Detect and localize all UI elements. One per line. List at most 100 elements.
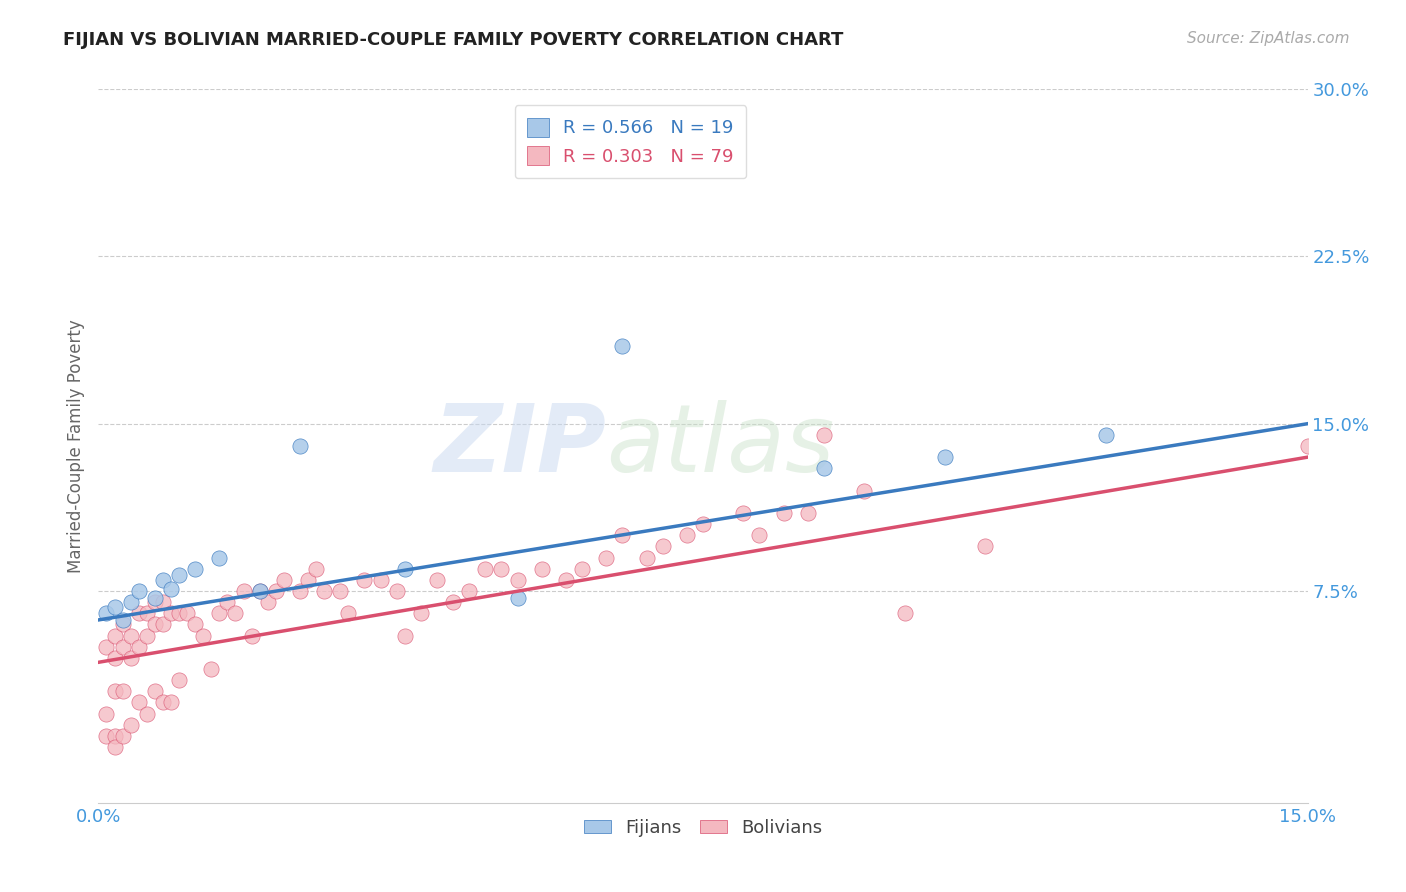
Text: Source: ZipAtlas.com: Source: ZipAtlas.com xyxy=(1187,31,1350,46)
Point xyxy=(143,684,166,698)
Point xyxy=(176,607,198,621)
Text: atlas: atlas xyxy=(606,401,835,491)
Point xyxy=(288,583,311,598)
Point xyxy=(232,583,254,598)
Point xyxy=(329,583,352,598)
Point xyxy=(249,583,271,598)
Point xyxy=(426,573,449,587)
Point xyxy=(96,640,118,654)
Y-axis label: Married-Couple Family Poverty: Married-Couple Family Poverty xyxy=(66,319,84,573)
Text: FIJIAN VS BOLIVIAN MARRIED-COUPLE FAMILY POVERTY CORRELATION CHART: FIJIAN VS BOLIVIAN MARRIED-COUPLE FAMILY… xyxy=(63,31,844,49)
Point xyxy=(474,562,496,576)
Point xyxy=(240,628,263,642)
Point xyxy=(385,583,408,598)
Point xyxy=(167,607,190,621)
Point xyxy=(143,595,166,609)
Point xyxy=(160,607,183,621)
Point xyxy=(103,740,125,755)
Point xyxy=(1095,428,1118,442)
Point xyxy=(96,607,118,621)
Point xyxy=(409,607,432,621)
Point xyxy=(120,651,142,665)
Point xyxy=(692,516,714,531)
Point xyxy=(314,583,336,598)
Point xyxy=(152,595,174,609)
Point xyxy=(208,550,231,565)
Point xyxy=(555,573,578,587)
Point xyxy=(974,539,997,553)
Point xyxy=(264,583,287,598)
Point xyxy=(103,651,125,665)
Point xyxy=(748,528,770,542)
Point xyxy=(288,439,311,453)
Point xyxy=(135,706,157,721)
Point xyxy=(167,673,190,687)
Point xyxy=(120,717,142,731)
Point xyxy=(128,640,150,654)
Point xyxy=(224,607,246,621)
Text: ZIP: ZIP xyxy=(433,400,606,492)
Point xyxy=(143,591,166,605)
Point xyxy=(167,568,190,582)
Point xyxy=(394,628,416,642)
Point xyxy=(152,573,174,587)
Point xyxy=(636,550,658,565)
Point xyxy=(612,528,634,542)
Point xyxy=(96,729,118,743)
Point xyxy=(184,562,207,576)
Point xyxy=(103,684,125,698)
Point xyxy=(297,573,319,587)
Point xyxy=(217,595,239,609)
Point xyxy=(111,640,134,654)
Point xyxy=(160,696,183,710)
Point xyxy=(208,607,231,621)
Point xyxy=(120,628,142,642)
Point xyxy=(111,617,134,632)
Point xyxy=(813,428,835,442)
Point xyxy=(370,573,392,587)
Point xyxy=(595,550,617,565)
Point xyxy=(184,617,207,632)
Point xyxy=(120,595,142,609)
Point xyxy=(128,607,150,621)
Point xyxy=(530,562,553,576)
Legend: Fijians, Bolivians: Fijians, Bolivians xyxy=(576,812,830,844)
Point xyxy=(111,684,134,698)
Point xyxy=(128,696,150,710)
Point xyxy=(256,595,278,609)
Point xyxy=(273,573,295,587)
Point xyxy=(135,628,157,642)
Point xyxy=(797,506,820,520)
Point xyxy=(143,617,166,632)
Point xyxy=(353,573,375,587)
Point xyxy=(111,729,134,743)
Point xyxy=(491,562,513,576)
Point xyxy=(103,599,125,614)
Point xyxy=(193,628,215,642)
Point xyxy=(813,461,835,475)
Point xyxy=(1296,439,1319,453)
Point xyxy=(152,617,174,632)
Point xyxy=(853,483,876,498)
Point xyxy=(506,573,529,587)
Point xyxy=(676,528,699,542)
Point xyxy=(506,591,529,605)
Point xyxy=(772,506,794,520)
Point xyxy=(458,583,481,598)
Point xyxy=(96,706,118,721)
Point xyxy=(152,696,174,710)
Point xyxy=(394,562,416,576)
Point xyxy=(135,607,157,621)
Point xyxy=(612,338,634,352)
Point xyxy=(103,628,125,642)
Point xyxy=(441,595,464,609)
Point xyxy=(934,450,956,464)
Point xyxy=(103,729,125,743)
Point xyxy=(651,539,673,553)
Point xyxy=(571,562,593,576)
Point xyxy=(337,607,360,621)
Point xyxy=(305,562,328,576)
Point xyxy=(128,583,150,598)
Point xyxy=(160,582,183,596)
Point xyxy=(200,662,222,676)
